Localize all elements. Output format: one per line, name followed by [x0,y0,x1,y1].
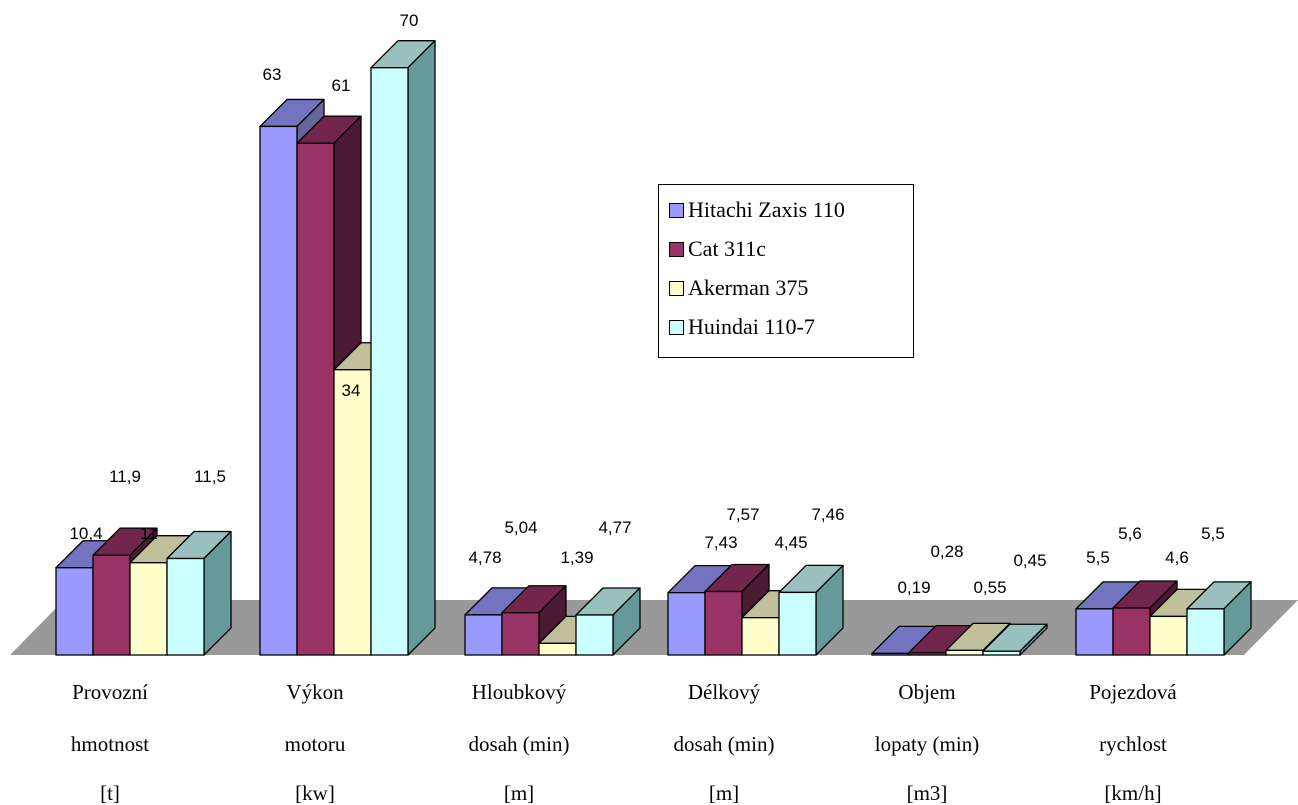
value-labels: 10,4 11,9 11 11,5 63 61 34 70 4,785,04 1,39 4,77 7,… [69,11,1224,597]
category-label-3-line-1: dosah (min) [674,732,775,756]
value-label-hitachi-0: 10,4 [69,524,102,543]
category-label-1-line-0: Výkon [286,680,344,704]
legend-label-hitachi: Hitachi Zaxis 110 [688,197,845,222]
legend-label-cat: Cat 311c [688,236,766,261]
category-label-4-line-2: [m3] [907,781,948,805]
legend-label-huindai: Huindai 110-7 [688,314,815,339]
value-label-cat-2: 5,04 [504,518,537,537]
legend: Hitachi Zaxis 110 Cat 311c Akerman 375 H… [658,184,914,358]
bar-side [407,40,436,656]
bar-front [1149,615,1188,656]
bar-front [259,125,298,656]
value-label-huindai-0: 11,5 [194,467,226,486]
value-label-hitachi-3: 7,43 [704,533,737,552]
value-label-cat-0: 11,9 [109,467,141,486]
category-label-0-line-1: hmotnost [71,732,149,756]
bar-front [667,592,706,656]
value-label-cat-1: 61 [332,76,351,95]
category-label-5-line-1: rychlost [1099,732,1167,756]
legend-item-hitachi: Hitachi Zaxis 110 [669,195,845,225]
bar-front [538,642,577,656]
value-label-akerman-3: 4,45 [774,533,807,552]
bar-front [704,590,743,656]
bar-huindai-2 [575,587,641,656]
bar-huindai-3 [778,564,844,656]
value-label-cat-5: 5,6 [1118,524,1142,543]
category-labels: Provozní hmotnost [t] Výkon motoru [kw] Hloubk… [71,680,1178,805]
bar-front [464,614,503,656]
value-label-cat-4: 0,28 [930,542,963,561]
bar-front [1112,607,1151,656]
category-label-3-line-0: Délkový [688,680,761,704]
value-label-hitachi-1: 63 [263,65,282,84]
category-label-3-line-2: [m] [709,781,739,805]
category-label-0-line-2: [t] [100,781,120,805]
legend-item-akerman: Akerman 375 [669,273,808,303]
category-label-4-line-1: lopaty (min) [875,732,979,756]
bar-front [501,612,540,656]
value-label-huindai-4: 0,45 [1013,551,1046,570]
category-label-5-line-2: [km/h] [1104,781,1161,805]
legend-item-huindai: Huindai 110-7 [669,312,815,342]
bar-front [296,142,335,656]
category-label-5-line-0: Pojezdová [1089,680,1177,704]
value-label-hitachi-2: 4,78 [468,548,501,567]
category-label-2-line-1: dosah (min) [469,732,570,756]
category-label-1-line-2: [kw] [295,781,335,805]
legend-swatch-huindai [669,319,684,335]
bar-front [92,554,131,656]
legend-item-cat: Cat 311c [669,234,766,264]
category-label-1-line-1: motoru [285,732,346,756]
value-label-huindai-1: 70 [400,11,419,30]
value-label-akerman-1: 34 [342,381,361,400]
bar-front [741,617,780,656]
bar-front [370,67,409,656]
value-label-akerman-4: 0,55 [973,578,1006,597]
bar-cat-2 [501,585,567,656]
bar-front [945,649,984,656]
value-label-huindai-3: 7,46 [811,505,844,524]
value-label-cat-3: 7,57 [726,505,759,524]
legend-swatch-akerman [669,280,684,296]
value-label-hitachi-4: 0,19 [897,578,930,597]
category-label-2-line-0: Hloubkový [472,680,567,704]
bar-front [166,557,205,656]
value-label-hitachi-5: 5,5 [1086,548,1110,567]
bar-front [908,652,947,656]
bar-huindai-0 [166,530,232,656]
category-label-4-line-0: Objem [898,680,955,704]
bar-huindai-4 [982,623,1048,656]
bar-huindai-5 [1186,581,1252,656]
value-label-akerman-0: 11 [140,524,158,543]
bar-front [1186,608,1225,656]
bar-front [55,567,94,656]
bar-front [1075,608,1114,656]
legend-label-akerman: Akerman 375 [688,275,809,300]
value-label-akerman-5: 4,6 [1165,548,1189,567]
legend-swatch-hitachi [669,202,684,218]
bar-front [871,652,910,656]
category-label-2-line-2: [m] [504,781,534,805]
category-label-0-line-0: Provozní [72,680,148,704]
bar-group [55,40,1252,656]
value-label-huindai-5: 5,5 [1201,524,1225,543]
value-label-huindai-2: 4,77 [598,518,631,537]
bar-front [778,591,817,656]
bar-front [129,562,168,656]
bar-front [982,650,1021,656]
value-label-akerman-2: 1,39 [560,548,593,567]
bar-huindai-1 [370,40,436,656]
bar-front [575,614,614,656]
legend-swatch-cat [669,241,684,257]
bar-front [333,369,372,656]
